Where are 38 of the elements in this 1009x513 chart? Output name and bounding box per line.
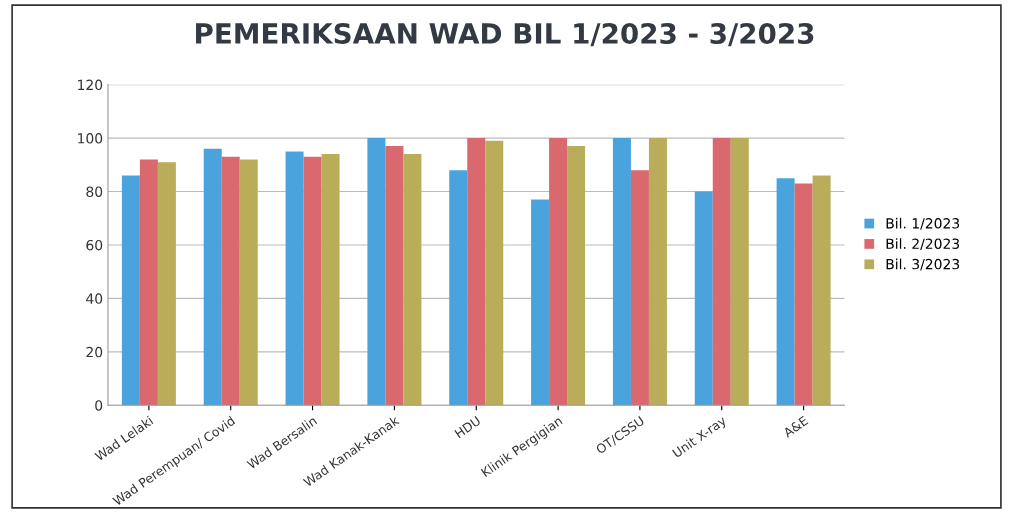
y-tick-label: 60 xyxy=(86,239,103,251)
bar xyxy=(730,138,749,406)
bar xyxy=(221,156,240,406)
y-tick-label: 20 xyxy=(86,346,103,358)
legend-label: Bil. 1/2023 xyxy=(886,217,960,230)
bar xyxy=(712,138,731,406)
bar xyxy=(567,146,586,406)
bar xyxy=(648,138,667,406)
bar xyxy=(694,191,713,406)
bar xyxy=(321,154,340,406)
bar xyxy=(531,199,550,406)
y-tick-label: 40 xyxy=(86,293,103,304)
y-tick-label: 120 xyxy=(78,79,103,91)
legend-label: Bil. 2/2023 xyxy=(886,238,960,251)
y-tick-label: 0 xyxy=(95,400,103,411)
bar xyxy=(403,154,422,406)
bar xyxy=(630,170,649,406)
bar xyxy=(239,159,258,406)
bar xyxy=(467,138,486,406)
legend-label: Bil. 3/2023 xyxy=(886,258,960,271)
bar xyxy=(449,170,468,406)
bar xyxy=(612,138,631,406)
bar xyxy=(139,159,158,406)
bar xyxy=(303,156,322,406)
bar xyxy=(549,138,568,406)
bar xyxy=(794,183,813,406)
bar xyxy=(285,151,304,406)
bar xyxy=(121,175,140,406)
bar xyxy=(776,178,795,406)
bar xyxy=(812,175,831,406)
y-tick-label: 80 xyxy=(86,186,103,197)
chart-title: PEMERIKSAAN WAD BIL 1/2023 - 3/2023 xyxy=(196,22,814,47)
y-tick-label: 100 xyxy=(78,133,103,144)
bar xyxy=(385,146,404,406)
bar xyxy=(157,162,176,406)
bar xyxy=(485,140,504,406)
bar xyxy=(367,138,386,406)
bar xyxy=(203,148,222,406)
